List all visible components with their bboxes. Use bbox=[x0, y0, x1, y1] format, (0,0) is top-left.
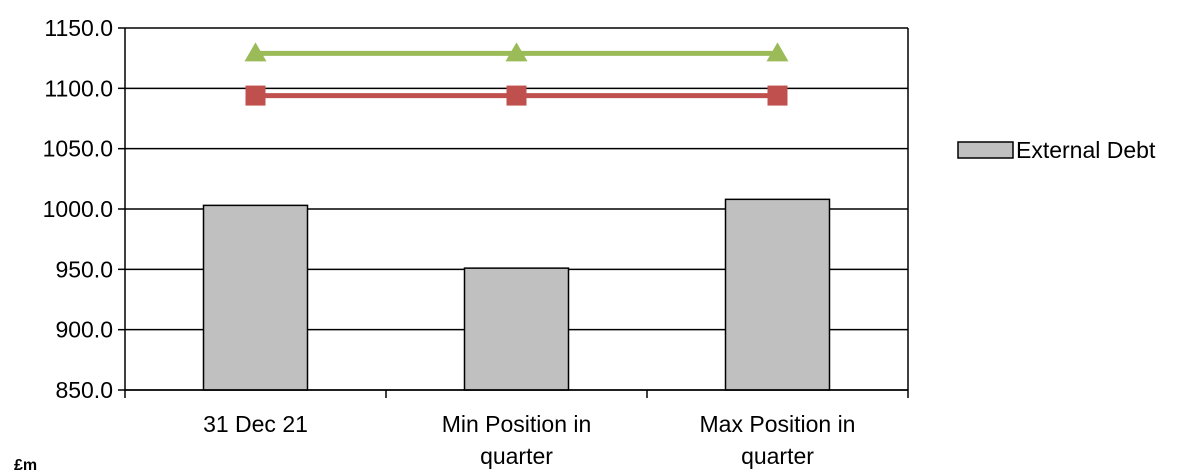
y-tick-label: 900.0 bbox=[55, 317, 113, 343]
x-category-label: 31 Dec 21 bbox=[203, 411, 308, 437]
y-tick-label: 1150.0 bbox=[44, 15, 113, 41]
y-tick-label: 850.0 bbox=[55, 377, 113, 403]
bar bbox=[463, 267, 570, 391]
x-category-label: Max Position in bbox=[700, 411, 856, 437]
line-series bbox=[244, 42, 789, 106]
y-tick-label: 1000.0 bbox=[43, 196, 113, 222]
y-tick-label: 1100.0 bbox=[44, 75, 113, 101]
square-marker bbox=[767, 85, 788, 106]
x-category-label: quarter bbox=[741, 443, 814, 469]
triangle-marker bbox=[505, 42, 528, 62]
legend-label-external-debt: External Debt bbox=[1016, 137, 1156, 163]
bar-series-external-debt bbox=[202, 198, 831, 391]
legend-swatch-external-debt bbox=[957, 141, 1014, 159]
y-tick-label: 950.0 bbox=[55, 256, 113, 282]
triangle-marker bbox=[766, 42, 789, 62]
axes bbox=[118, 27, 909, 398]
triangle-marker bbox=[244, 42, 267, 62]
x-category-label: quarter bbox=[480, 443, 553, 469]
square-marker bbox=[245, 85, 266, 106]
x-category-label: Min Position in bbox=[442, 411, 592, 437]
bar bbox=[724, 198, 831, 391]
square-marker bbox=[506, 85, 527, 106]
legend: External Debt bbox=[957, 137, 1156, 163]
unit-label: £m bbox=[14, 457, 37, 474]
x-category-labels: 31 Dec 21 Min Position in quarter Max Posit… bbox=[203, 411, 855, 469]
y-tick-labels: 850.0 900.0 950.0 1000.0 1050.0 1100.0 1150.0 bbox=[43, 15, 113, 403]
bar bbox=[202, 204, 309, 391]
y-tick-label: 1050.0 bbox=[43, 136, 113, 162]
